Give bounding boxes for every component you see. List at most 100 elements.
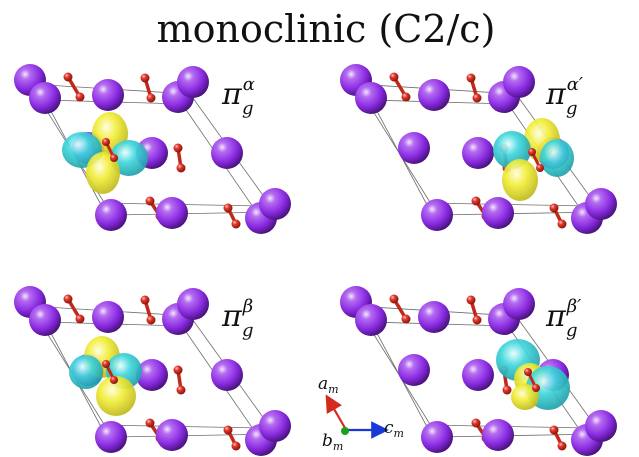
oxygen-atom — [173, 365, 183, 375]
orbital-label: πα′ g — [545, 74, 583, 119]
oxygen-atom — [102, 138, 110, 146]
oxygen-atom — [173, 143, 183, 153]
metal-atom — [503, 288, 535, 320]
orbital-sup: β — [242, 296, 253, 317]
oxygen-atom — [140, 73, 150, 83]
metal-atom — [29, 82, 61, 114]
orbital-symbol: π — [221, 77, 243, 112]
positive-lobe — [96, 376, 136, 416]
oxygen-atom — [528, 148, 536, 156]
orbital-label: πβ′ g — [545, 296, 581, 341]
orbital-sup: α′ — [567, 74, 583, 95]
oxygen-atom — [472, 93, 482, 103]
metal-atom — [355, 304, 387, 336]
metal-atom — [156, 197, 188, 229]
metal-atom — [585, 410, 617, 442]
metal-atom — [482, 419, 514, 451]
a-axis-arrow — [325, 394, 346, 429]
orbital-sup: α — [243, 74, 255, 95]
figure-title: monoclinic (C2/c) — [157, 7, 496, 51]
oxygen-atom — [472, 315, 482, 325]
c-axis-label: cm — [384, 418, 404, 440]
orbital-label: πβ g — [221, 296, 254, 341]
b-axis-dot — [341, 427, 349, 435]
metal-atom — [211, 137, 243, 169]
oxygen-atom — [536, 164, 544, 172]
oxygen-atom — [176, 385, 186, 395]
orbital-sub: g — [566, 98, 578, 119]
oxygen-atom — [466, 73, 476, 83]
oxygen-atom — [75, 314, 85, 324]
positive-lobe — [86, 152, 120, 194]
oxygen-atom — [524, 368, 532, 376]
oxygen-atom — [549, 425, 559, 435]
metal-atom — [177, 288, 209, 320]
metal-atom — [398, 132, 430, 164]
oxygen-atom — [223, 425, 233, 435]
metal-atom — [95, 199, 127, 231]
panels: πα g πα′ gπβ g πβ′ g — [14, 64, 617, 456]
metal-atom — [136, 359, 168, 391]
positive-lobe — [502, 159, 538, 201]
a-axis-label: am — [318, 374, 339, 396]
oxygen-atom — [231, 219, 241, 229]
oxygen-atom — [63, 294, 73, 304]
oxygen-atom — [401, 92, 411, 102]
oxygen-atom — [549, 203, 559, 213]
oxygen-atom — [75, 92, 85, 102]
positive-lobe — [511, 384, 539, 410]
metal-atom — [503, 66, 535, 98]
metal-atom — [418, 79, 450, 111]
panel-pi-g-alpha-prime: πα′ g — [340, 64, 617, 234]
oxygen-atom — [140, 295, 150, 305]
oxygen-atom — [146, 315, 156, 325]
metal-atom — [259, 410, 291, 442]
panel-pi-g-beta: πβ g — [14, 286, 291, 456]
metal-atom — [156, 419, 188, 451]
metal-atom — [177, 66, 209, 98]
metal-atom — [462, 359, 494, 391]
oxygen-atom — [176, 163, 186, 173]
oxygen-atom — [389, 294, 399, 304]
panel-pi-g-alpha: πα g — [14, 64, 291, 234]
metal-atom — [355, 82, 387, 114]
metal-atom — [421, 421, 453, 453]
metal-atom — [95, 421, 127, 453]
metal-atom — [92, 79, 124, 111]
orbital-sub: g — [242, 98, 254, 119]
oxygen-atom — [466, 295, 476, 305]
orbital-symbol: π — [545, 299, 567, 334]
negative-lobe — [110, 140, 148, 176]
oxygen-atom — [63, 72, 73, 82]
metal-atom — [29, 304, 61, 336]
oxygen-atom — [110, 154, 118, 162]
orbital-sup: β′ — [566, 296, 582, 317]
oxygen-atom — [471, 418, 481, 428]
oxygen-atom — [102, 360, 110, 368]
metal-atom — [421, 199, 453, 231]
oxygen-atom — [502, 385, 512, 395]
orbital-sub: g — [566, 320, 578, 341]
oxygen-atom — [532, 384, 540, 392]
oxygen-atom — [145, 196, 155, 206]
oxygen-atom — [401, 314, 411, 324]
metal-atom — [398, 354, 430, 386]
orbital-sub: g — [242, 320, 254, 341]
metal-atom — [585, 188, 617, 220]
oxygen-atom — [223, 203, 233, 213]
orbital-label: πα g — [221, 74, 255, 119]
metal-atom — [482, 197, 514, 229]
metal-atom — [462, 137, 494, 169]
oxygen-atom — [231, 441, 241, 451]
oxygen-atom — [145, 418, 155, 428]
b-axis-label: bm — [322, 431, 343, 453]
oxygen-atom — [557, 441, 567, 451]
metal-atom — [211, 359, 243, 391]
metal-atom — [259, 188, 291, 220]
metal-atom — [92, 301, 124, 333]
axes-indicator: am bm cm — [318, 374, 404, 453]
oxygen-atom — [471, 196, 481, 206]
orbital-symbol: π — [545, 77, 567, 112]
oxygen-atom — [389, 72, 399, 82]
